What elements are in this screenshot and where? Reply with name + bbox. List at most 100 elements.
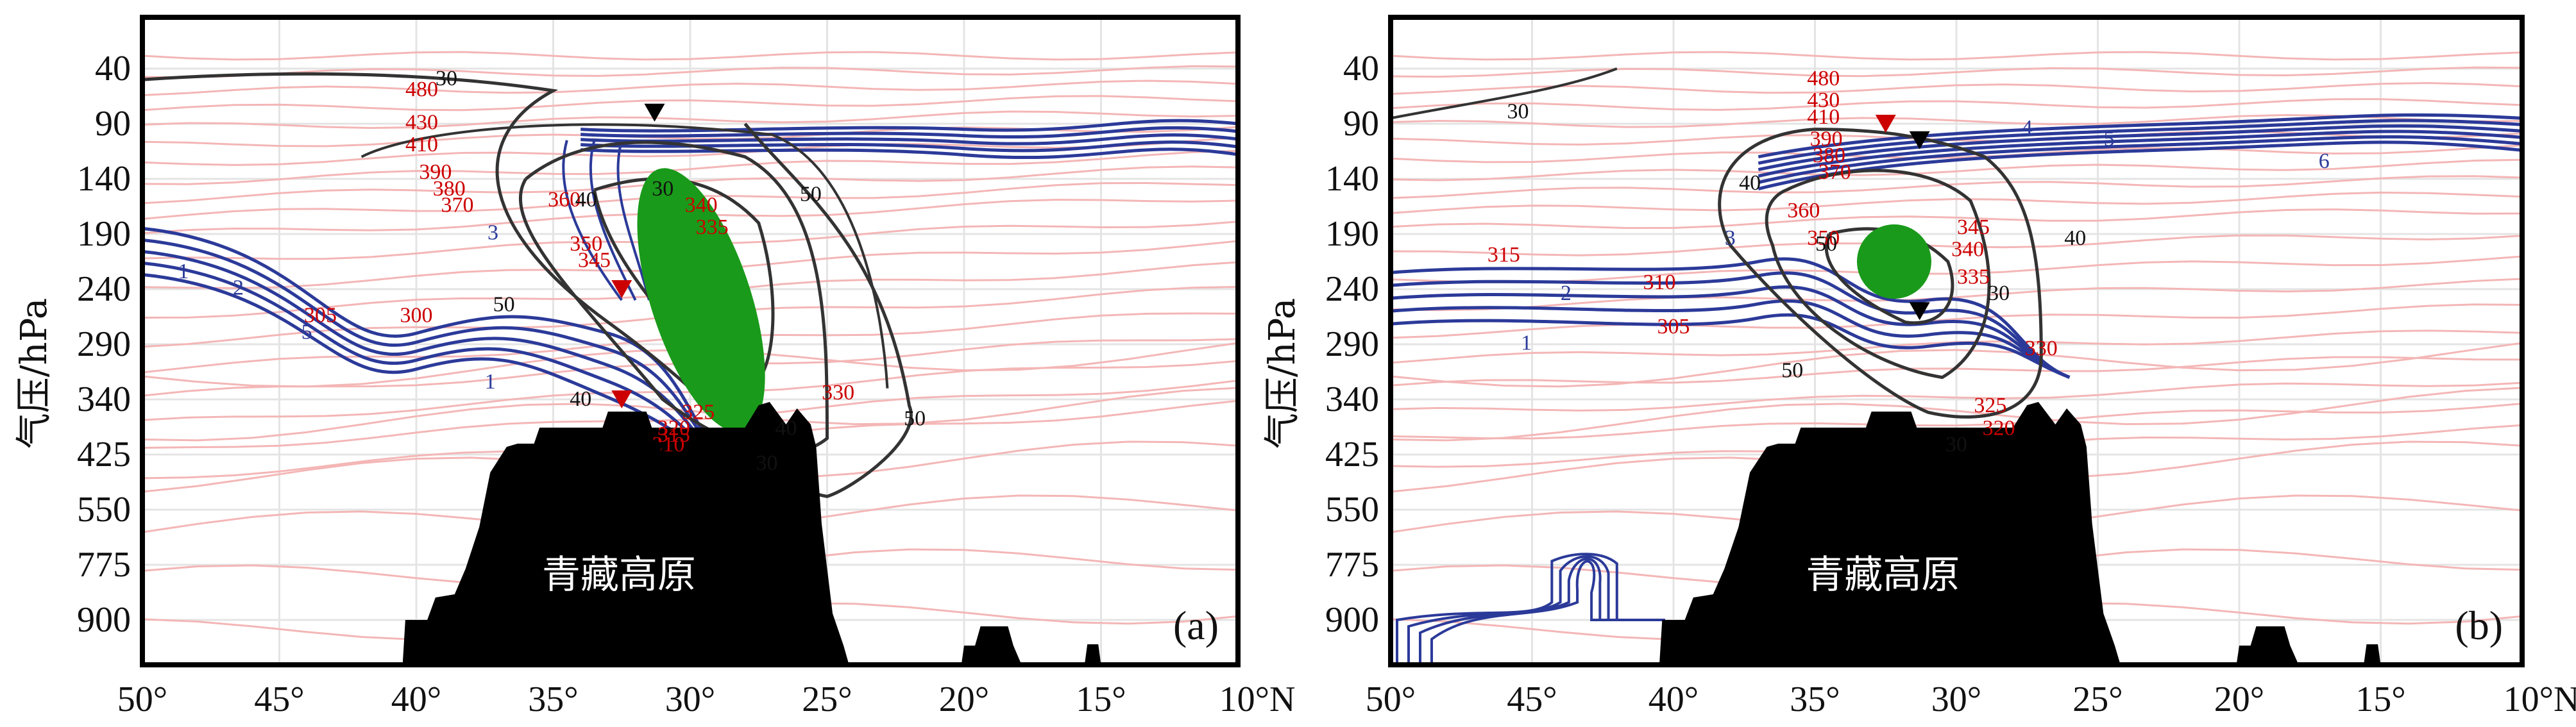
theta-contour-label: 320	[1983, 417, 2015, 440]
theta-contour	[1391, 342, 2522, 388]
theta-contour-label: 340	[685, 194, 718, 217]
pv-contour-label: 1	[485, 370, 496, 394]
theta-contour-label: 325	[1974, 394, 2006, 417]
wind-contour-label: 50	[493, 292, 515, 316]
wind-contour-label: 50	[1815, 232, 1837, 256]
wind-contour-label: 30	[1988, 281, 2010, 305]
y-tick-label: 190	[77, 214, 131, 254]
pv-contour-label: 1	[1521, 331, 1532, 355]
x-tick-label: 30°	[1931, 680, 1981, 719]
wind-contour-40	[1765, 169, 1991, 380]
theta-contour	[1391, 191, 2522, 214]
pv-contour	[1396, 553, 1665, 665]
pv-contour	[580, 133, 1238, 146]
x-tick-label: 40°	[1648, 680, 1699, 719]
terrain-island	[1084, 644, 1101, 665]
theta-contour-label: 390	[1810, 127, 1843, 151]
wind-contour-label: 50	[800, 182, 822, 206]
x-tick-label: 50°	[117, 680, 167, 719]
pv-contour	[1419, 557, 1665, 665]
theta-contour-label: 360	[1787, 199, 1820, 222]
wind-contour-40	[518, 140, 829, 455]
wind-contour-label: 40	[775, 417, 797, 440]
theta-contour-label: 410	[405, 133, 438, 156]
theta-contour	[1391, 255, 2522, 284]
terrain-island	[2236, 626, 2299, 665]
wind-contour-30	[360, 123, 889, 389]
x-tick-label: 35°	[1790, 680, 1840, 719]
pv-contour	[142, 261, 746, 476]
pv-contour	[1430, 560, 1665, 665]
x-tick-label: 45°	[254, 680, 304, 719]
x-tick-label: 40°	[391, 680, 441, 719]
theta-contour	[1391, 144, 2522, 163]
x-tick-label: 20°	[2214, 680, 2264, 719]
y-tick-label: 240	[77, 269, 131, 309]
terrain-silhouette	[402, 402, 849, 665]
pv-contour	[1391, 271, 2071, 379]
theta-contour	[1391, 51, 2522, 61]
wind-contour-label: 30	[756, 451, 778, 475]
y-tick-label: 550	[77, 490, 131, 530]
y-tick-label: 140	[1325, 159, 1379, 199]
y-tick-label: 425	[1325, 435, 1379, 474]
black-triangle-marker	[1909, 302, 1930, 321]
theta-contour-label: 480	[1807, 67, 1840, 90]
pv-contour	[1391, 299, 2071, 379]
theta-contour-label: 330	[822, 381, 854, 405]
pv-contour	[562, 140, 623, 301]
theta-contour-label: 360	[548, 188, 580, 212]
pv-contour-label: 6	[2319, 149, 2330, 173]
theta-contour-label: 390	[419, 160, 452, 184]
plot-frame	[1388, 15, 2525, 667]
theta-contour	[142, 51, 1238, 61]
wind-contour-label: 40	[575, 188, 597, 212]
y-tick-label: 190	[1325, 214, 1379, 254]
x-tick-label: 30°	[665, 680, 715, 719]
pv-contour	[1407, 555, 1665, 665]
y-axis-label: 气压/hPa	[13, 298, 55, 449]
x-tick-label: 45°	[1507, 680, 1557, 719]
pv-contour	[1758, 124, 2522, 172]
theta-contour-label: 350	[570, 232, 602, 256]
y-tick-label: 90	[95, 104, 131, 144]
terrain-silhouette	[1659, 402, 2121, 665]
y-tick-label: 90	[1343, 104, 1379, 144]
theta-contour-label: 330	[2025, 337, 2058, 360]
wind-contour-label: 50	[904, 406, 926, 430]
y-tick-label: 40	[1343, 49, 1379, 88]
theta-contour-label: 380	[433, 177, 466, 201]
black-triangle-marker	[644, 103, 665, 122]
pv-contour-label: 5	[2104, 127, 2115, 151]
terrain-label: 青藏高原	[1806, 553, 1960, 597]
theta-contour-label: 305	[1657, 315, 1690, 338]
pv-contour-label: 2	[233, 276, 244, 300]
theta-contour	[1391, 98, 2522, 111]
theta-contour-label: 310	[1643, 271, 1675, 294]
theta-contour	[142, 149, 1238, 185]
theta-contour	[1391, 81, 2522, 95]
pv-contour-label: 4	[2022, 116, 2033, 140]
theta-contour-label: 350	[1807, 226, 1840, 250]
pv-contour-label: 2	[1561, 281, 1572, 305]
highlight-ellipse	[637, 168, 765, 433]
pv-contour-label: 3	[1725, 226, 1736, 250]
red-triangle-marker	[611, 390, 632, 408]
panel-label: (b)	[2455, 603, 2503, 648]
plot-frame	[140, 15, 1241, 667]
x-tick-label: 25°	[2072, 680, 2123, 719]
wind-contour-label: 30	[436, 67, 457, 90]
y-tick-label: 240	[1325, 269, 1379, 309]
theta-contour-label: 370	[441, 194, 474, 217]
theta-contour-label: 480	[405, 78, 438, 101]
pv-contour	[1391, 313, 2071, 379]
wind-contour-30	[1391, 67, 1618, 120]
y-tick-label: 775	[1325, 545, 1379, 585]
pv-contour	[1391, 285, 2071, 379]
theta-contour-label: 305	[304, 304, 337, 328]
wind-contour-label: 30	[1945, 433, 1967, 456]
black-triangle-marker	[644, 442, 665, 460]
theta-contour	[1391, 208, 2522, 230]
